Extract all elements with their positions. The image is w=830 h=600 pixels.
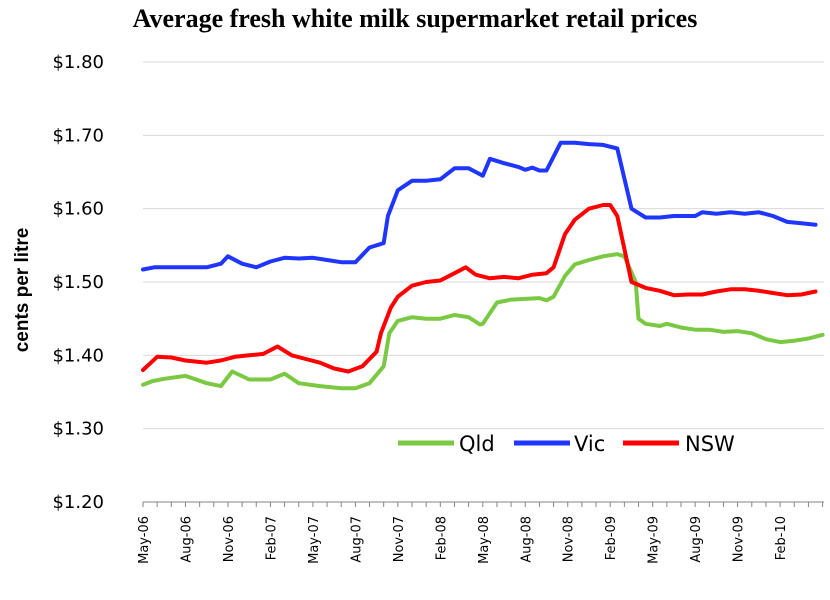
y-tick-label: $1.80 [52, 52, 104, 73]
legend: Qld Vic NSW [398, 432, 735, 456]
series-layer [141, 140, 825, 391]
legend-label-nsw: NSW [685, 432, 735, 456]
y-tick-label: $1.60 [52, 199, 104, 220]
x-tick-label: Feb-10 [774, 516, 789, 560]
x-tick-label: Aug-09 [689, 516, 704, 563]
y-tick-label: $1.30 [52, 419, 104, 440]
x-tick-label: May-09 [647, 516, 662, 564]
x-tick-label: Aug-08 [519, 516, 534, 563]
x-axis: May-06 Aug-06 Nov-06 Feb-07 May-07 Aug-07 Nov-… [137, 501, 824, 564]
legend-label-vic: Vic [574, 432, 605, 456]
y-tick-label: $1.70 [52, 125, 104, 146]
gridlines [143, 61, 824, 430]
series-line-nsw [141, 203, 818, 374]
legend-label-qld: Qld [459, 432, 495, 456]
x-tick-label: Feb-09 [604, 516, 619, 560]
x-tick-label: Nov-07 [392, 516, 407, 562]
series-line-qld [141, 252, 825, 391]
x-tick-label: May-06 [137, 516, 152, 564]
y-axis: $1.20 $1.30 $1.40 $1.50 $1.60 $1.70 $1.80 [52, 52, 104, 513]
x-tick-label: Nov-06 [222, 516, 237, 562]
x-tick-label: Nov-08 [562, 516, 577, 562]
x-tick-label: Feb-08 [434, 516, 449, 560]
x-tick-label: Feb-07 [264, 516, 279, 560]
x-tick-label: Aug-06 [179, 516, 194, 563]
y-tick-label: $1.20 [52, 492, 104, 513]
chart-title: Average fresh white milk supermarket ret… [132, 4, 698, 33]
y-tick-label: $1.50 [52, 272, 104, 293]
x-tick-label: Nov-09 [732, 516, 747, 562]
x-tick-label: May-07 [307, 516, 322, 564]
y-tick-label: $1.40 [52, 345, 104, 366]
y-axis-label: cents per litre [12, 228, 33, 353]
x-tick-label: Aug-07 [349, 516, 364, 563]
series-line-vic [141, 140, 818, 272]
x-tick-label: May-08 [477, 516, 492, 564]
